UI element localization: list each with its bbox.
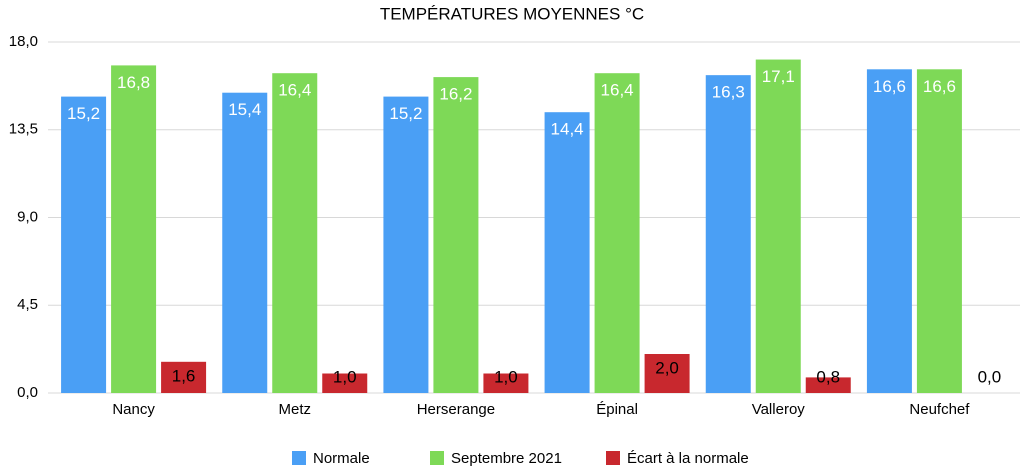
legend-label: Septembre 2021: [451, 450, 562, 467]
data-label: 16,6: [923, 77, 956, 96]
bar: [222, 92, 268, 393]
data-label: 16,4: [601, 81, 634, 100]
bar: [705, 75, 751, 394]
x-tick-label: Metz: [278, 401, 311, 418]
bar: [161, 361, 207, 393]
x-tick-label: Épinal: [596, 401, 638, 418]
x-tick-label: Nancy: [112, 401, 155, 418]
legend-label: Normale: [313, 450, 370, 467]
data-label: 0,0: [978, 367, 1002, 386]
y-tick-label: 13,5: [9, 121, 38, 138]
bar: [544, 112, 590, 393]
data-label: 1,0: [494, 367, 518, 386]
bar: [61, 96, 107, 393]
legend-swatch: [430, 451, 444, 465]
data-label: 1,6: [172, 366, 196, 385]
data-label: 15,2: [67, 104, 100, 123]
data-label: 16,8: [117, 73, 150, 92]
bar: [433, 77, 479, 393]
chart-title: TEMPÉRATURES MOYENNES °C: [380, 4, 644, 23]
data-label: 16,6: [873, 77, 906, 96]
bar: [644, 354, 690, 393]
y-tick-label: 0,0: [17, 384, 38, 401]
bar: [322, 373, 368, 393]
bar: [755, 59, 801, 394]
data-label: 16,2: [439, 85, 472, 104]
bar: [594, 73, 640, 393]
data-label: 17,1: [762, 67, 795, 86]
data-label: 1,0: [333, 367, 357, 386]
y-tick-label: 9,0: [17, 208, 38, 225]
legend-swatch: [606, 451, 620, 465]
x-tick-label: Herserange: [417, 401, 495, 418]
bar: [916, 69, 962, 394]
bar: [272, 73, 318, 393]
data-label: 2,0: [655, 358, 679, 377]
bar: [483, 373, 529, 393]
data-label: 15,2: [389, 104, 422, 123]
data-label: 15,4: [228, 100, 261, 119]
y-tick-label: 18,0: [9, 33, 38, 50]
legend-label: Écart à la normale: [627, 450, 749, 467]
x-tick-label: Neufchef: [909, 401, 970, 418]
data-label: 16,4: [278, 81, 311, 100]
bar: [383, 96, 429, 393]
legend-swatch: [292, 451, 306, 465]
bar: [866, 69, 912, 394]
data-label: 0,8: [816, 367, 840, 386]
x-tick-label: Valleroy: [752, 401, 806, 418]
bar: [111, 65, 157, 394]
data-label: 16,3: [712, 83, 745, 102]
data-label: 14,4: [551, 120, 584, 139]
y-tick-label: 4,5: [17, 296, 38, 313]
bar: [805, 377, 851, 393]
